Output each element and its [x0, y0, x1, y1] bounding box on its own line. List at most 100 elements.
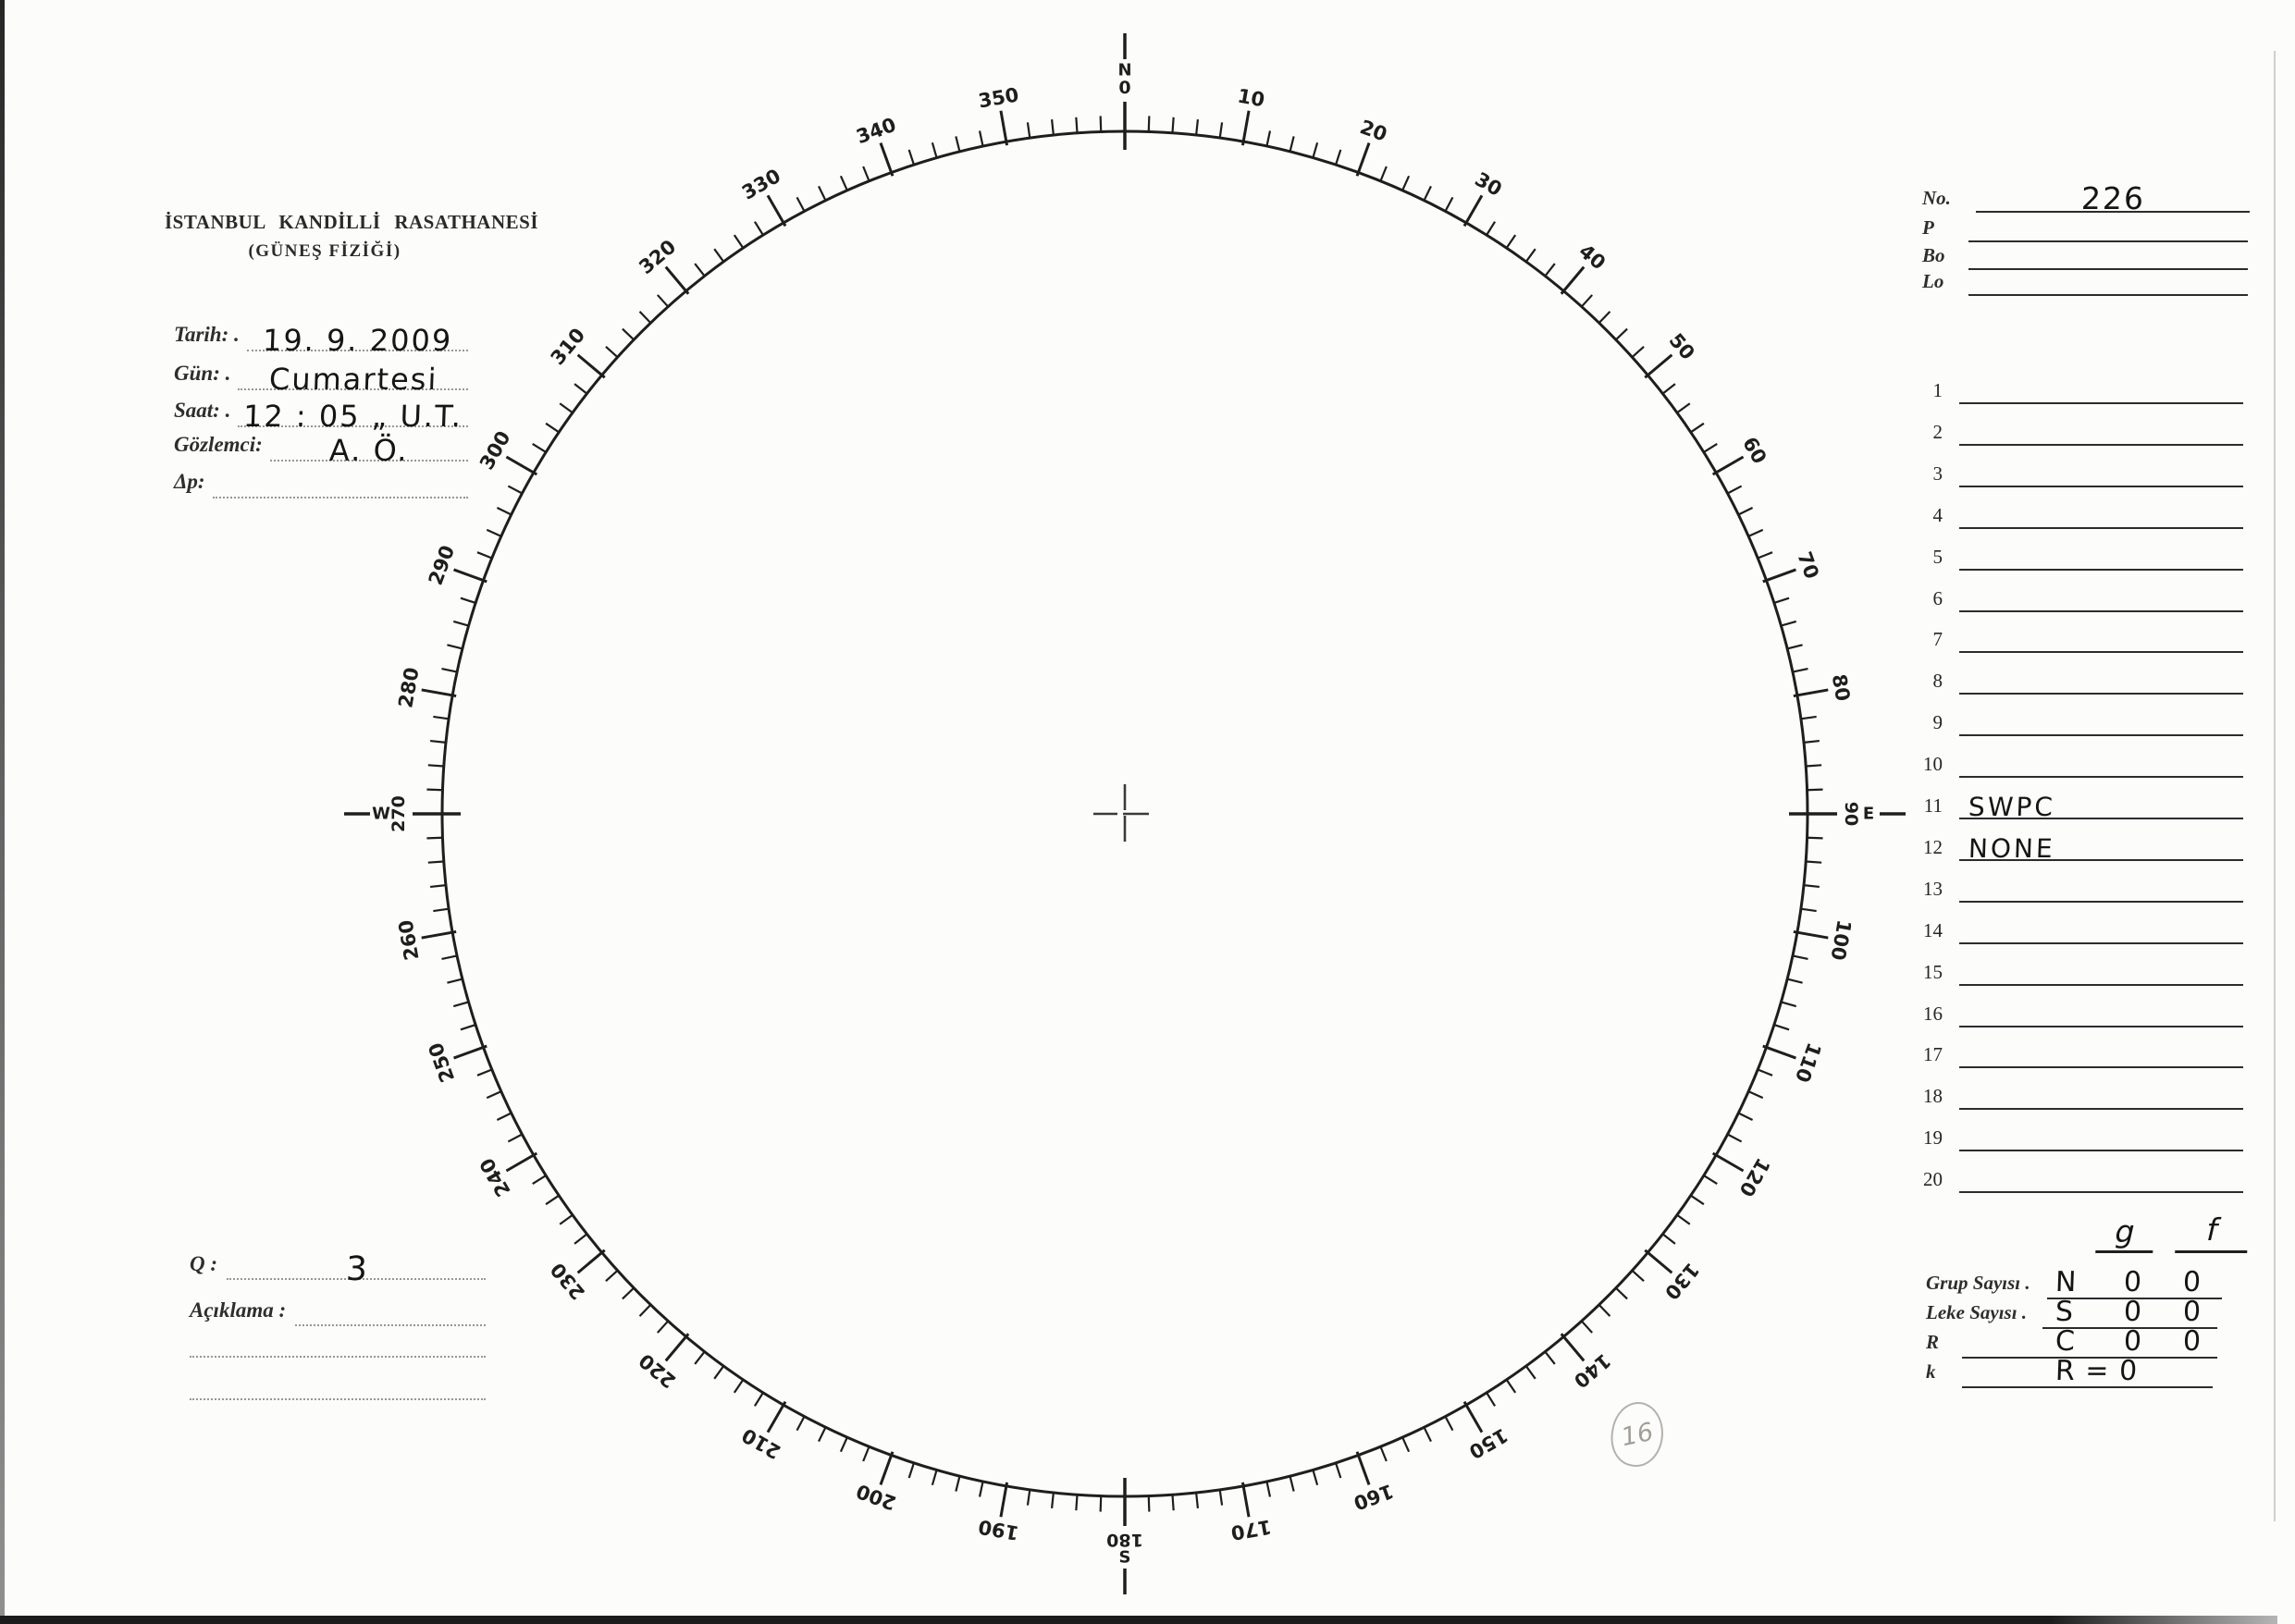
dial-major-tick: [766, 1400, 787, 1433]
summary-row-line: [2047, 1296, 2222, 1299]
list-row-17: 17: [1913, 1033, 2243, 1069]
list-row-18: 18: [1913, 1075, 2243, 1111]
dial-minor-tick: [1289, 1475, 1295, 1492]
dial-minor-tick: [1598, 1304, 1611, 1317]
dial-major-tick: [1644, 353, 1673, 379]
summary-row-line: [1962, 1355, 2217, 1359]
list-row-number: 6: [1932, 586, 1943, 609]
dial-minor-tick: [1335, 1462, 1342, 1479]
list-row-number: 18: [1923, 1085, 1943, 1108]
dial-minor-tick: [486, 528, 502, 537]
dial-minor-tick: [1781, 620, 1797, 627]
param-line: [1968, 266, 2248, 296]
list-row-line: [1959, 909, 2243, 944]
list-row-line: [1959, 577, 2243, 612]
list-row-number: 20: [1923, 1168, 1943, 1191]
dial-major-tick: [1240, 110, 1251, 146]
dial-minor-tick: [638, 311, 652, 324]
dial-minor-tick: [1631, 345, 1645, 358]
list-row-19: 19: [1913, 1116, 2243, 1152]
dial-cardinal-degree: 90: [1841, 802, 1861, 826]
dial-major-tick: [576, 353, 606, 379]
dial-minor-tick: [931, 141, 938, 158]
dial-minor-tick: [1423, 185, 1432, 202]
summary-cell: 0: [2123, 1296, 2143, 1328]
dial-minor-tick: [1171, 117, 1175, 133]
header: İSTANBUL KANDİLLİ RASATHANESİ (GÜNEŞ FİZ…: [165, 211, 538, 262]
remarks-line: [295, 1284, 486, 1326]
summary-cell: 0: [2182, 1266, 2202, 1298]
dial-minor-tick: [1807, 836, 1823, 840]
dial-minor-tick: [1581, 294, 1594, 308]
dial-minor-tick: [433, 715, 450, 720]
dial-major-tick: [879, 1451, 895, 1485]
dial-minor-tick: [1615, 327, 1628, 341]
dial-major-tick: [1711, 1151, 1745, 1173]
list-row-line: [1959, 1075, 2243, 1111]
dial-major-tick: [1762, 1044, 1796, 1060]
dial-major-tick: [1762, 568, 1796, 584]
dial-degree-label: 20: [1357, 116, 1390, 146]
dial-minor-tick: [796, 196, 806, 212]
list-row-line: [1959, 1033, 2243, 1069]
field-label: Gözlemci:: [174, 433, 263, 456]
list-row-line: [1959, 452, 2243, 487]
dial-minor-tick: [1026, 1489, 1031, 1506]
dial-minor-tick: [1757, 551, 1773, 560]
dial-major-tick: [999, 1482, 1009, 1518]
dial-major-tick: [1644, 1249, 1673, 1274]
dial-degree-label: 50: [1665, 329, 1699, 364]
dial-minor-tick: [1773, 1024, 1790, 1031]
param-label: P: [1922, 216, 1934, 239]
dial-major-tick: [1793, 688, 1829, 698]
list-row-20: 20: [1913, 1158, 2243, 1194]
list-row-number: 15: [1923, 960, 1943, 983]
dial-minor-tick: [1581, 1320, 1594, 1334]
dial-degree-label: 280: [394, 666, 423, 709]
dial-minor-tick: [622, 327, 635, 341]
dial-minor-tick: [931, 1470, 938, 1486]
dial-minor-tick: [1218, 1489, 1224, 1506]
field-line: Cumartesi: [238, 350, 468, 397]
dial-minor-tick: [713, 248, 725, 263]
list-row-value: SWPC: [1968, 792, 2056, 822]
dial-minor-tick: [1289, 136, 1295, 153]
param-line: [1968, 213, 2248, 242]
summary-col-f: f: [2175, 1212, 2249, 1253]
dial-minor-tick: [496, 507, 512, 516]
dial-minor-tick: [818, 1426, 827, 1443]
dial-minor-tick: [1265, 1481, 1272, 1497]
dial-minor-tick: [1661, 383, 1676, 395]
dial-minor-tick: [753, 1392, 764, 1407]
field-row-δp: Δp:: [174, 460, 468, 498]
dial-major-tick: [1711, 455, 1745, 476]
dial-minor-tick: [1075, 117, 1079, 133]
dial-degree-label: 110: [1791, 1040, 1826, 1085]
dial-minor-tick: [1807, 788, 1823, 792]
dial-minor-tick: [839, 175, 848, 191]
dial-minor-tick: [1026, 122, 1031, 139]
dial-minor-tick: [574, 1233, 588, 1245]
list-row-line: [1959, 1158, 2243, 1194]
dial-minor-tick: [1444, 1416, 1454, 1432]
field-row-gün: Gün: . Cumartesi: [174, 350, 468, 397]
summary-row-label: Grup Sayısı .: [1926, 1272, 2030, 1294]
list-row-6: 6: [1913, 579, 2243, 612]
dial-minor-tick: [1401, 175, 1411, 191]
list-row-line: [1959, 369, 2243, 404]
summary-row-label: R: [1926, 1331, 1940, 1353]
dial-major-tick: [1240, 1482, 1251, 1518]
list-row-line: [1959, 867, 2243, 903]
list-row-10: 10: [1913, 744, 2243, 779]
dial-minor-tick: [1544, 1350, 1556, 1365]
list-row-12: 12 NONE: [1913, 828, 2243, 864]
dial-major-tick: [421, 929, 457, 940]
dial-minor-tick: [862, 166, 870, 182]
dial-minor-tick: [907, 1462, 915, 1479]
dial-minor-tick: [1727, 1133, 1743, 1143]
list-row-line: [1959, 1116, 2243, 1152]
dial-minor-tick: [1786, 978, 1803, 984]
list-row-line: [1959, 951, 2243, 986]
dial-minor-tick: [1050, 1492, 1055, 1508]
